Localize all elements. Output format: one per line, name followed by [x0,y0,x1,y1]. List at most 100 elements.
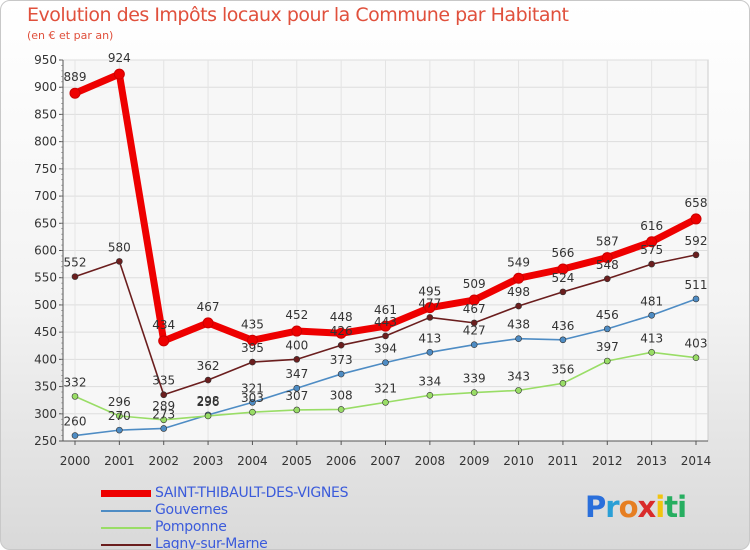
series-point-3 [603,275,611,283]
data-label: 413 [418,331,441,345]
series-point-3 [515,302,522,310]
data-label: 461 [374,303,397,317]
legend-label: Lagny-sur-Marne [155,536,268,550]
y-tick-label: 250 [34,434,57,448]
series-point-2 [648,348,655,356]
series-point-2 [426,391,434,399]
line-chart: 250 300 350 400 450 500 550 600 650 700 750 800 850 9… [34,51,712,468]
data-label: 395 [241,341,264,355]
data-label: 426 [330,324,353,338]
x-tick-label: 2010 [503,454,534,468]
legend-swatch [101,490,151,497]
y-tick-label: 600 [34,244,57,258]
data-label: 580 [108,240,131,254]
series-point-0 [202,317,214,329]
y-tick-label: 400 [34,352,57,366]
series-point-1 [692,295,700,303]
x-tick-label: 2002 [148,454,179,468]
series-point-3 [293,356,301,363]
data-label: 438 [507,318,530,332]
y-tick-label: 850 [34,107,57,121]
series-point-3 [204,376,212,384]
series-point-3 [160,391,168,399]
data-label: 456 [596,308,619,322]
series-point-0 [335,327,347,339]
data-label: 548 [596,258,619,272]
series-point-3 [71,273,79,280]
series-point-3 [249,358,256,366]
data-label: 296 [108,395,131,409]
data-label: 481 [640,294,663,308]
data-label: 347 [285,367,308,381]
data-label: 552 [64,256,87,270]
data-label: 289 [152,399,175,413]
data-label: 443 [374,315,397,329]
data-label: 448 [330,310,353,324]
data-label: 270 [108,409,131,423]
series-point-2 [71,393,79,400]
data-label: 427 [463,324,486,338]
data-label: 394 [374,342,397,356]
data-label: 467 [463,302,486,316]
data-label: 356 [551,362,574,376]
data-label: 335 [152,374,175,388]
data-label: 495 [418,285,441,299]
series-point-0 [291,325,303,337]
chart-subtitle: (en € et par an) [27,29,114,42]
series-point-2 [293,406,301,414]
series-point-1 [71,432,79,439]
series-point-2 [249,408,256,416]
series-point-0 [557,263,569,275]
data-label: 413 [640,331,663,345]
data-label: 397 [596,340,619,354]
series-point-1 [337,370,345,378]
series-point-0 [601,252,613,264]
logo-letter: i [655,490,665,524]
legend-label: SAINT-THIBAULT-DES-VIGNES [155,485,349,501]
y-tick-label: 300 [34,407,57,421]
series-point-1 [470,341,478,348]
x-tick-label: 2004 [237,454,268,468]
series-point-0 [380,320,391,332]
x-tick-label: 2000 [60,454,91,468]
series-point-3 [382,332,389,340]
series-point-0 [113,68,125,80]
y-tick-label: 900 [34,80,57,94]
y-tick-label: 550 [34,271,57,285]
series-point-2 [160,416,168,424]
series-point-2 [470,389,478,396]
series-point-3 [116,258,123,265]
data-label: 308 [330,388,353,402]
x-tick-label: 2009 [459,454,490,468]
data-label: 658 [685,196,708,210]
data-label: 889 [64,70,87,84]
legend-swatch [101,544,151,546]
data-label: 592 [685,234,708,248]
data-label: 435 [241,317,264,331]
data-label: 321 [241,381,264,395]
series-point-0 [646,236,658,248]
y-tick-label: 800 [34,135,57,149]
data-label: 477 [418,296,441,310]
data-label: 321 [374,381,397,395]
data-label: 498 [507,285,530,299]
logo-letter: x [637,490,657,524]
data-label: 436 [551,319,574,333]
series-point-1 [559,336,567,344]
data-label: 452 [285,308,308,322]
data-label: 260 [64,415,87,429]
logo-letter: r [605,490,619,524]
series-point-1 [382,359,389,366]
y-tick-label: 450 [34,325,57,339]
series-point-0 [468,294,480,306]
data-label: 332 [64,375,87,389]
series-point-1 [426,348,434,356]
y-tick-label: 500 [34,298,57,312]
series-point-2 [603,357,611,365]
series-point-0 [246,334,258,346]
data-label: 924 [108,51,131,65]
series-point-0 [513,272,525,284]
x-tick-label: 2014 [681,454,712,468]
logo-letter: i [677,490,687,524]
x-tick-label: 2013 [636,454,667,468]
